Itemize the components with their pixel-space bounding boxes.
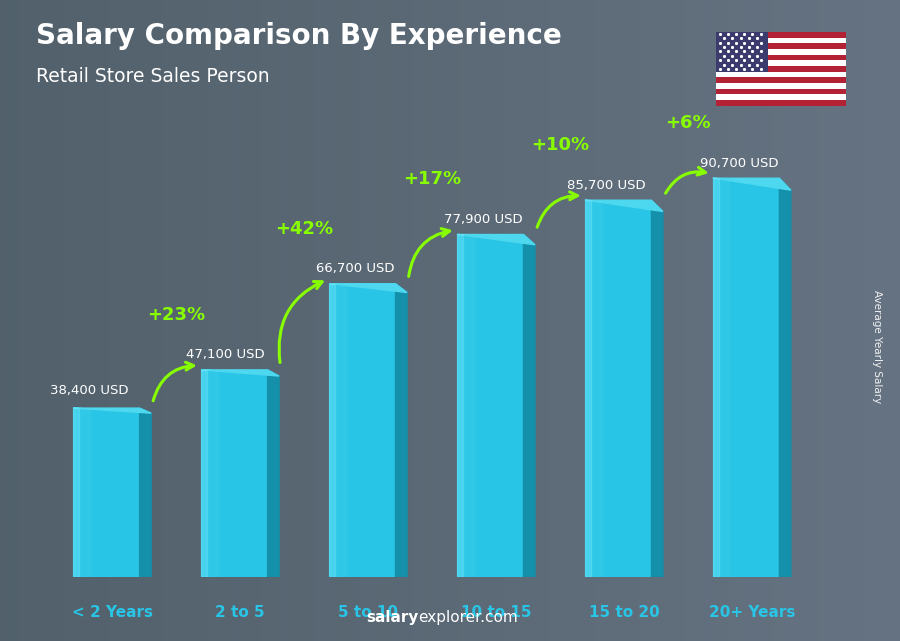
Polygon shape	[652, 200, 663, 577]
Text: 85,700 USD: 85,700 USD	[567, 179, 645, 192]
Text: Salary Comparison By Experience: Salary Comparison By Experience	[36, 22, 562, 51]
Polygon shape	[207, 370, 218, 577]
Bar	[201, 370, 267, 577]
Polygon shape	[201, 370, 279, 376]
Bar	[716, 32, 768, 72]
Text: 38,400 USD: 38,400 USD	[50, 383, 129, 397]
Polygon shape	[585, 200, 663, 212]
Text: 15 to 20: 15 to 20	[589, 604, 660, 620]
Bar	[73, 408, 140, 577]
Text: Retail Store Sales Person: Retail Store Sales Person	[36, 67, 270, 87]
Text: +42%: +42%	[275, 220, 333, 238]
Polygon shape	[201, 370, 207, 577]
Text: 10 to 15: 10 to 15	[461, 604, 531, 620]
Bar	[716, 72, 846, 78]
Text: salary: salary	[366, 610, 418, 625]
Polygon shape	[524, 235, 535, 577]
Polygon shape	[329, 284, 335, 577]
Text: +10%: +10%	[531, 136, 589, 154]
Bar	[716, 49, 846, 54]
Bar	[713, 178, 779, 577]
Polygon shape	[395, 284, 407, 577]
Polygon shape	[73, 408, 79, 577]
Bar	[716, 78, 846, 83]
Text: < 2 Years: < 2 Years	[72, 604, 153, 620]
Text: 47,100 USD: 47,100 USD	[185, 347, 265, 361]
Bar	[716, 94, 846, 100]
Polygon shape	[457, 235, 535, 245]
Text: 66,700 USD: 66,700 USD	[316, 262, 395, 276]
Polygon shape	[329, 284, 407, 292]
Bar	[716, 32, 846, 38]
Polygon shape	[779, 178, 791, 577]
Text: +17%: +17%	[403, 171, 461, 188]
Text: +23%: +23%	[147, 306, 205, 324]
Bar	[716, 66, 846, 72]
Polygon shape	[79, 408, 90, 577]
Bar	[716, 44, 846, 49]
Text: 20+ Years: 20+ Years	[708, 604, 795, 620]
Polygon shape	[457, 235, 463, 577]
Bar	[716, 38, 846, 44]
Polygon shape	[585, 200, 590, 577]
Text: 5 to 10: 5 to 10	[338, 604, 398, 620]
Bar	[716, 60, 846, 66]
Polygon shape	[267, 370, 279, 577]
Polygon shape	[140, 408, 151, 577]
Text: Average Yearly Salary: Average Yearly Salary	[872, 290, 883, 403]
Text: 77,900 USD: 77,900 USD	[445, 213, 523, 226]
Polygon shape	[590, 200, 601, 577]
Text: explorer.com: explorer.com	[418, 610, 518, 625]
Polygon shape	[713, 178, 718, 577]
Bar	[716, 54, 846, 60]
Bar	[457, 235, 524, 577]
Bar	[716, 83, 846, 88]
Polygon shape	[713, 178, 791, 190]
Bar	[716, 88, 846, 94]
Text: 2 to 5: 2 to 5	[215, 604, 265, 620]
Bar	[716, 100, 846, 106]
Text: +6%: +6%	[665, 114, 711, 132]
Bar	[585, 200, 652, 577]
Polygon shape	[718, 178, 730, 577]
Polygon shape	[335, 284, 346, 577]
Polygon shape	[73, 408, 151, 413]
Text: 90,700 USD: 90,700 USD	[700, 157, 778, 170]
Bar	[329, 284, 395, 577]
Polygon shape	[463, 235, 473, 577]
